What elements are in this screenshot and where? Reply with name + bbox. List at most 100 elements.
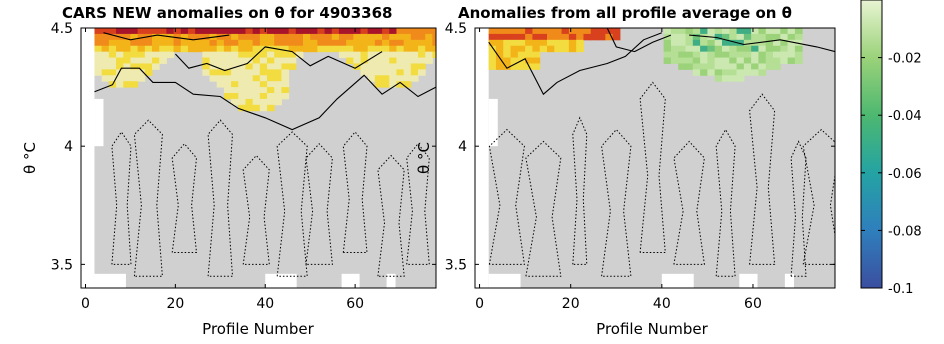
anomaly-cell — [418, 69, 426, 76]
anomaly-cell — [159, 28, 167, 35]
anomaly-cell — [554, 28, 563, 35]
anomaly-cell — [736, 57, 745, 64]
anomaly-cell — [729, 39, 738, 47]
anomaly-cell — [310, 33, 318, 41]
missing-data-cell — [341, 273, 360, 288]
anomaly-cell — [144, 45, 153, 53]
anomaly-cell — [137, 33, 146, 41]
anomaly-cell — [743, 69, 752, 76]
anomaly-cell — [144, 39, 153, 47]
anomaly-cell — [101, 57, 110, 64]
anomaly-cell — [288, 57, 297, 64]
anomaly-cell — [288, 33, 297, 41]
anomaly-cell — [517, 39, 526, 47]
anomaly-cell — [123, 45, 131, 53]
x-tick-label: 0 — [81, 296, 90, 312]
anomaly-cell — [488, 39, 497, 47]
anomaly-cell — [209, 69, 218, 76]
anomaly-cell — [274, 63, 282, 70]
anomaly-cell — [410, 28, 419, 35]
anomaly-cell — [425, 45, 433, 53]
anomaly-cell — [259, 63, 268, 70]
anomaly-cell — [116, 63, 124, 70]
anomaly-cell — [267, 39, 275, 47]
anomaly-cell — [517, 63, 526, 70]
anomaly-cell — [166, 45, 175, 53]
anomaly-cell — [525, 28, 533, 35]
anomaly-cell — [367, 33, 376, 41]
anomaly-cell — [700, 33, 708, 41]
anomaly-cell — [700, 39, 708, 47]
anomaly-cell — [729, 57, 738, 64]
anomaly-cell — [360, 33, 369, 41]
negative-contour-line — [715, 128, 736, 277]
anomaly-cell — [743, 28, 752, 35]
anomaly-cell — [670, 45, 679, 53]
anomaly-cell — [389, 39, 397, 47]
anomaly-cell — [765, 57, 774, 64]
colorbar-tick-label: -0.02 — [888, 52, 922, 67]
anomaly-cell — [267, 63, 275, 70]
anomaly-cell — [245, 69, 254, 76]
right-axes-box — [474, 27, 836, 289]
anomaly-cell — [561, 39, 570, 47]
anomaly-cell — [252, 87, 261, 94]
anomaly-cell — [751, 33, 759, 41]
anomaly-cell — [692, 39, 701, 47]
anomaly-cell — [539, 45, 548, 53]
missing-data-cell — [488, 98, 498, 147]
anomaly-cell — [152, 51, 160, 59]
colorbar: -0.02 -0.04 -0.06 -0.08 -0.1 — [860, 0, 922, 297]
anomaly-cell — [367, 75, 376, 82]
anomaly-cell — [202, 39, 211, 47]
colorbar-tick-label: -0.08 — [888, 224, 922, 239]
anomaly-cell — [389, 57, 397, 64]
anomaly-cell — [743, 33, 752, 41]
anomaly-cell — [137, 57, 146, 64]
anomaly-cell — [130, 75, 139, 82]
anomaly-cell — [274, 98, 282, 106]
anomaly-cell — [108, 28, 117, 35]
anomaly-cell — [152, 57, 160, 64]
anomaly-cell — [678, 51, 687, 59]
anomaly-cell — [123, 81, 131, 88]
anomaly-cell — [216, 57, 225, 64]
anomaly-cell — [231, 33, 239, 41]
anomaly-cell — [108, 33, 117, 41]
anomaly-cell — [295, 39, 304, 47]
anomaly-cell — [209, 51, 218, 59]
anomaly-cell — [195, 45, 203, 53]
anomaly-cell — [209, 39, 218, 47]
anomaly-cell — [721, 63, 730, 70]
anomaly-cell — [396, 51, 405, 59]
anomaly-cell — [288, 28, 297, 35]
anomaly-cell — [259, 87, 268, 94]
anomaly-cell — [274, 33, 282, 41]
anomaly-cell — [773, 28, 781, 35]
anomaly-cell — [517, 33, 526, 41]
anomaly-cell — [202, 33, 211, 41]
anomaly-cell — [353, 28, 362, 35]
anomaly-cell — [787, 45, 796, 53]
anomaly-cell — [495, 28, 504, 35]
anomaly-cell — [216, 51, 225, 59]
x-tick-label: 40 — [256, 296, 274, 312]
anomaly-cell — [721, 28, 730, 35]
anomaly-cell — [259, 39, 268, 47]
negative-contour-line — [133, 119, 163, 277]
anomaly-cell — [360, 51, 369, 59]
anomaly-cell — [721, 69, 730, 76]
anomaly-cell — [751, 45, 759, 53]
anomaly-cell — [751, 63, 759, 70]
anomaly-cell — [685, 39, 694, 47]
anomaly-cell — [532, 45, 541, 53]
negative-contour-line — [111, 131, 132, 265]
anomaly-cell — [678, 28, 687, 35]
anomaly-cell — [231, 75, 239, 82]
anomaly-cell — [331, 28, 340, 35]
anomaly-cell — [787, 33, 796, 41]
anomaly-cell — [281, 87, 290, 94]
anomaly-cell — [238, 69, 246, 76]
anomaly-cell — [144, 57, 153, 64]
anomaly-cell — [173, 33, 182, 41]
